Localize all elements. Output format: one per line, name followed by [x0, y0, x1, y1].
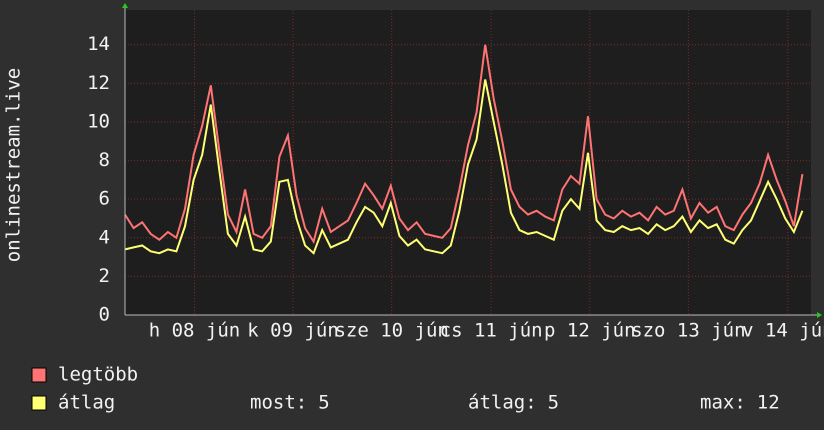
x-tick-label: v 14 jún: [742, 320, 824, 342]
legend-label: legtöbb: [58, 364, 138, 386]
series-line: [124, 44, 804, 245]
stat-label: most:: [250, 392, 307, 414]
stat-label: átlag:: [468, 392, 537, 414]
y-tick-label: 10: [87, 110, 110, 132]
x-tick-label: h 08 jún: [149, 320, 241, 342]
y-tick-label: 14: [87, 33, 110, 55]
x-tick-label: sze 10 jún: [334, 320, 448, 342]
y-tick-label: 8: [99, 149, 110, 171]
y-tick-label: 6: [99, 188, 110, 210]
stat-label: max:: [700, 392, 746, 414]
y-tick-label: 4: [99, 226, 110, 248]
y-tick-label: 12: [87, 72, 110, 94]
series-line: [124, 79, 804, 255]
y-tick-label: 2: [99, 265, 110, 287]
y-axis-label: onlinestream.live: [3, 68, 25, 262]
y-tick-label: 0: [99, 304, 110, 326]
x-tick-label: k 09 jún: [247, 320, 339, 342]
stat-value: 12: [757, 392, 780, 414]
legend-label: átlag: [58, 392, 115, 414]
legend-swatch: [31, 367, 47, 383]
stat-value: 5: [318, 392, 329, 414]
y-axis-arrow: [122, 3, 128, 8]
stat-value: 5: [548, 392, 559, 414]
x-tick-label: p 12 jún: [544, 320, 636, 342]
x-tick-label: cs 11 jún: [440, 320, 543, 342]
legend-swatch: [31, 395, 47, 411]
x-tick-label: szo 13 jún: [631, 320, 745, 342]
x-axis-arrow: [817, 312, 822, 318]
